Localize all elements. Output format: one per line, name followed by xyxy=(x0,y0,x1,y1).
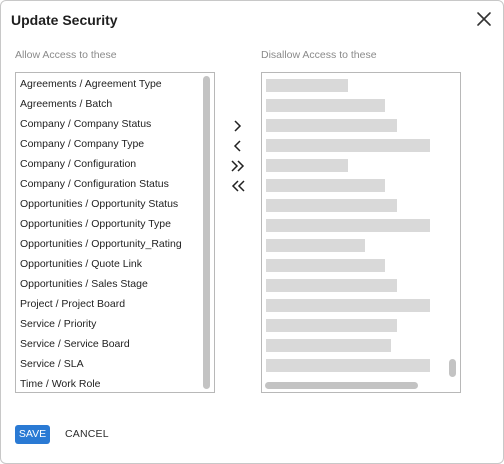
placeholder-row xyxy=(266,319,397,332)
placeholder-row xyxy=(266,199,397,212)
list-item[interactable]: Company / Configuration Status xyxy=(20,178,169,190)
placeholder-row xyxy=(266,119,397,132)
list-item[interactable]: Company / Company Type xyxy=(20,138,145,150)
disallow-list-scrollbar-track[interactable] xyxy=(448,73,457,379)
list-item[interactable]: Project / Project Board xyxy=(20,298,126,310)
placeholder-row xyxy=(266,219,430,232)
list-item[interactable]: Opportunities / Opportunity Type xyxy=(20,218,171,230)
move-all-right-button[interactable] xyxy=(230,159,246,173)
placeholder-row xyxy=(266,239,365,252)
list-item[interactable]: Company / Company Status xyxy=(20,118,152,130)
list-item[interactable]: Service / Priority xyxy=(20,318,97,330)
placeholder-row xyxy=(266,359,430,372)
allow-access-label: Allow Access to these xyxy=(15,49,117,61)
list-item[interactable]: Opportunities / Opportunity_Rating xyxy=(20,238,182,250)
placeholder-row xyxy=(266,139,430,152)
disallow-list-scrollbar-thumb[interactable] xyxy=(449,359,456,377)
dialog-title: Update Security xyxy=(11,12,118,28)
list-item[interactable]: Agreements / Batch xyxy=(20,98,113,110)
list-item[interactable]: Service / SLA xyxy=(20,358,84,370)
double-chevron-left-icon xyxy=(231,180,245,192)
move-all-left-button[interactable] xyxy=(230,179,246,193)
list-item[interactable]: Service / Service Board xyxy=(20,338,130,350)
list-item[interactable]: Opportunities / Sales Stage xyxy=(20,278,148,290)
cancel-button[interactable]: CANCEL xyxy=(65,425,109,444)
disallow-list-horizontal-scrollbar-thumb[interactable] xyxy=(265,382,418,389)
allow-access-list[interactable]: Agreements / Agreement Type Agreements /… xyxy=(15,72,215,393)
placeholder-row xyxy=(266,179,385,192)
placeholder-row xyxy=(266,79,348,92)
chevron-right-icon xyxy=(234,120,242,132)
save-button[interactable]: SAVE xyxy=(15,425,50,444)
placeholder-row xyxy=(266,159,348,172)
double-chevron-right-icon xyxy=(231,160,245,172)
list-item[interactable]: Company / Configuration xyxy=(20,158,137,170)
close-icon[interactable] xyxy=(475,10,493,28)
move-left-button[interactable] xyxy=(230,139,246,153)
placeholder-row xyxy=(266,299,430,312)
placeholder-row xyxy=(266,279,397,292)
allow-list-scrollbar-thumb[interactable] xyxy=(203,76,210,389)
list-item[interactable]: Time / Work Role xyxy=(20,378,101,390)
move-right-button[interactable] xyxy=(230,119,246,133)
disallow-access-list[interactable] xyxy=(261,72,461,393)
list-item[interactable]: Agreements / Agreement Type xyxy=(20,78,162,90)
placeholder-row xyxy=(266,259,385,272)
disallow-access-label: Disallow Access to these xyxy=(261,49,377,61)
placeholder-row xyxy=(266,339,391,352)
chevron-left-icon xyxy=(233,140,241,152)
list-item[interactable]: Opportunities / Quote Link xyxy=(20,258,142,270)
list-item[interactable]: Opportunities / Opportunity Status xyxy=(20,198,179,210)
placeholder-row xyxy=(266,99,385,112)
